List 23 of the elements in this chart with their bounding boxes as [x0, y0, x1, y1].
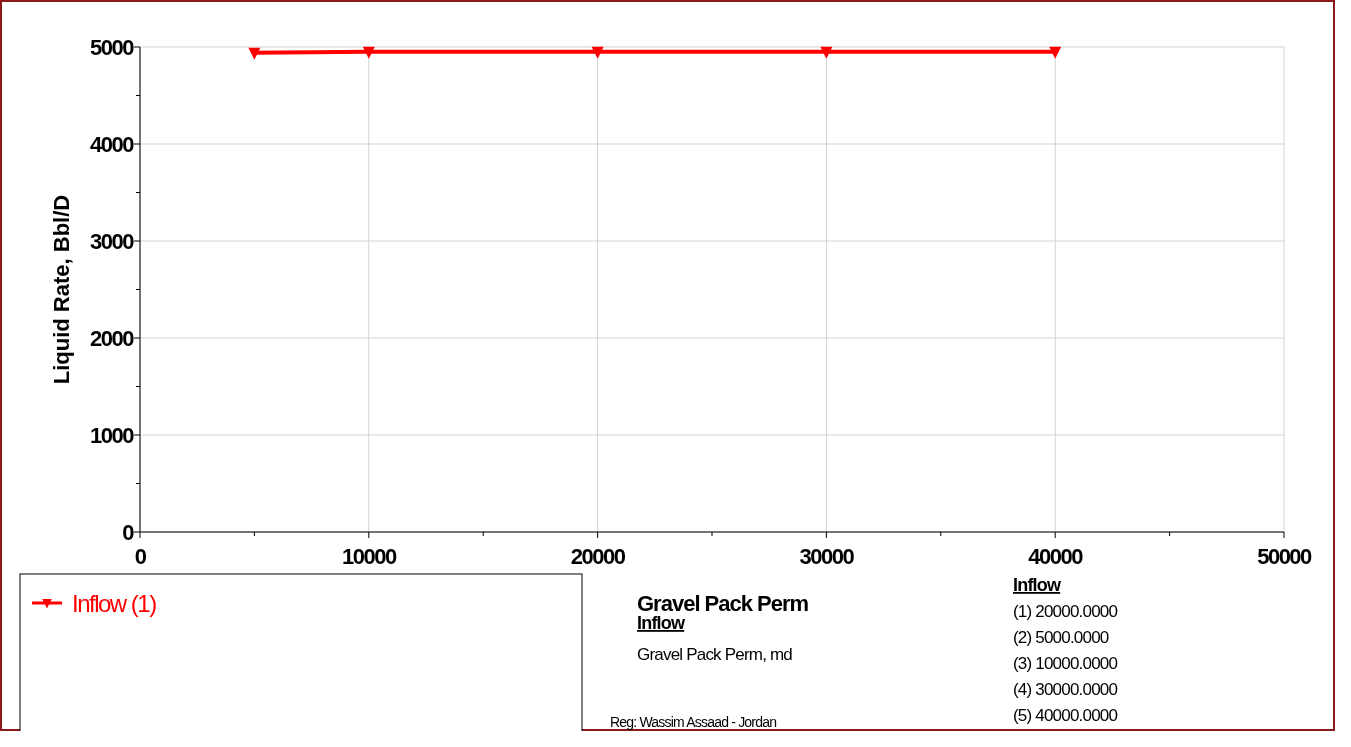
text: (3) 10000.0000: [1013, 654, 1118, 673]
x-tick-label: 50000: [1257, 544, 1313, 569]
text: Inflow: [1013, 575, 1062, 595]
text: (1) 20000.0000: [1013, 602, 1118, 621]
text: (2) 5000.0000: [1013, 628, 1109, 647]
y-tick-label: 0: [122, 520, 135, 545]
y-tick-label: 1000: [90, 423, 135, 448]
text: Inflow: [637, 613, 686, 633]
legend-label: Inflow (1): [72, 590, 157, 617]
x-axis-title: Gravel Pack Perm: [637, 591, 809, 616]
x-tick-label: 10000: [341, 544, 397, 569]
text: Gravel Pack Perm, md: [637, 645, 793, 664]
text: (4) 30000.0000: [1013, 680, 1118, 699]
y-tick-label: 4000: [90, 132, 135, 157]
y-tick-label: 3000: [90, 229, 135, 254]
y-tick-label: 5000: [90, 35, 135, 60]
x-tick-label: 20000: [570, 544, 626, 569]
x-tick-label: 30000: [799, 544, 855, 569]
y-tick-label: 2000: [90, 326, 135, 351]
x-tick-label: 40000: [1028, 544, 1084, 569]
text: (5) 40000.0000: [1013, 706, 1118, 725]
text: Reg: Wassim Assaad - Jordan: [610, 714, 777, 730]
y-axis-title: Liquid Rate, Bbl/D: [49, 194, 74, 385]
